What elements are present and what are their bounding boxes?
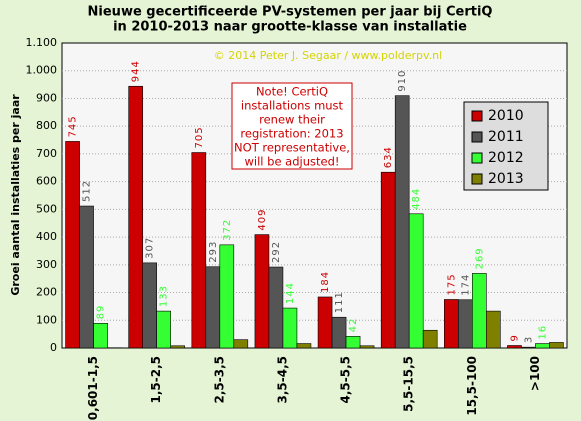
legend-label: 2013 (488, 171, 524, 187)
bar (282, 307, 298, 349)
bar (79, 205, 94, 349)
bar (142, 262, 157, 349)
bar (296, 343, 312, 349)
y-tick-label: 1.100 (26, 36, 58, 49)
y-tick-label: 600 (36, 175, 57, 188)
y-tick-label: 400 (36, 230, 57, 243)
legend-label: 2012 (488, 150, 524, 166)
y-tick-label: 800 (36, 119, 57, 132)
x-tick-label: 2,5-3,5 (212, 356, 226, 404)
bar (535, 343, 550, 349)
legend-swatch (471, 131, 483, 143)
bar (507, 345, 522, 349)
data-label: 9 (509, 334, 520, 341)
bar (191, 152, 207, 349)
bar (156, 310, 171, 349)
y-axis-label: Groei aantal installaties per jaar (9, 94, 22, 296)
legend-label: 2010 (488, 108, 524, 124)
bar (549, 342, 564, 349)
bar (444, 299, 459, 349)
data-label: 269 (474, 247, 485, 269)
data-label: 484 (411, 188, 422, 210)
bar (486, 310, 501, 349)
bar (128, 85, 143, 349)
y-tick-label: 1.000 (26, 64, 58, 77)
y-tick-label: 700 (36, 147, 57, 160)
bar (380, 171, 396, 349)
bar (359, 345, 375, 349)
chart-title: in 2010-2013 naar grootte-klasse van ins… (113, 20, 467, 35)
x-tick-label: 1,5-2,5 (149, 356, 163, 404)
data-label: 42 (348, 318, 359, 333)
data-label: 307 (145, 237, 156, 259)
subtitle: © 2014 Peter J. Segaar / www.polderpv.nl (214, 49, 442, 62)
data-label: 292 (271, 241, 282, 263)
data-label: 89 (96, 305, 107, 320)
bar (345, 336, 361, 349)
bar (268, 266, 284, 349)
bar (472, 273, 487, 349)
annotation: installations must (241, 99, 344, 113)
bar (219, 244, 235, 349)
y-tick-label: 300 (36, 258, 57, 271)
y-tick-label: 900 (36, 91, 57, 104)
data-label: 16 (537, 325, 548, 340)
bar (65, 141, 80, 349)
y-tick-label: 100 (36, 313, 57, 326)
annotation: renew their (259, 113, 325, 127)
annotation-box (231, 82, 353, 170)
y-tick-label: 200 (36, 286, 57, 299)
bar (422, 329, 438, 349)
y-tick-label: 0 (50, 341, 57, 354)
data-label: 944 (131, 60, 142, 82)
data-label: 293 (208, 241, 219, 263)
data-label: 634 (383, 146, 394, 168)
annotation: will be adjusted! (245, 155, 340, 169)
bar (331, 316, 347, 349)
bar (408, 213, 424, 349)
annotation: Note! CertiQ (256, 85, 328, 99)
data-label: 174 (460, 274, 471, 296)
x-tick-label: >100 (528, 356, 542, 391)
bar (254, 234, 270, 349)
data-label: 372 (222, 219, 233, 241)
legend-swatch (471, 173, 483, 185)
x-tick-label: 4,5-5,5 (339, 356, 353, 404)
data-label: 111 (334, 291, 345, 313)
x-tick-label: 15,5-100 (465, 356, 479, 416)
data-label: 144 (285, 282, 296, 304)
bar (205, 266, 221, 349)
legend-swatch (471, 110, 483, 122)
bar (521, 346, 536, 349)
chart-title: Nieuwe gecertificeerde PV-systemen per j… (88, 5, 493, 20)
legend-swatch (471, 152, 483, 164)
bar (317, 296, 333, 349)
x-tick-label: 0,601-1,5 (86, 356, 100, 420)
data-label: 184 (320, 271, 331, 293)
bar (93, 323, 108, 349)
data-label: 512 (82, 180, 93, 202)
bar (394, 95, 410, 349)
data-label: 910 (397, 70, 408, 92)
data-label: 745 (68, 115, 79, 137)
data-label: 705 (194, 126, 205, 148)
bar (458, 299, 473, 349)
legend-label: 2011 (488, 129, 524, 145)
annotation: NOT representative, (234, 141, 350, 155)
data-label: 175 (446, 273, 457, 295)
bar (233, 339, 249, 349)
x-tick-label: 5,5-15,5 (402, 356, 416, 412)
data-label: 3 (523, 336, 534, 343)
y-tick-label: 500 (36, 202, 57, 215)
data-label: 133 (159, 285, 170, 307)
data-label: 409 (257, 209, 268, 231)
x-tick-label: 3,5-4,5 (275, 356, 289, 404)
bar (170, 345, 185, 349)
annotation: registration: 2013 (240, 127, 343, 141)
